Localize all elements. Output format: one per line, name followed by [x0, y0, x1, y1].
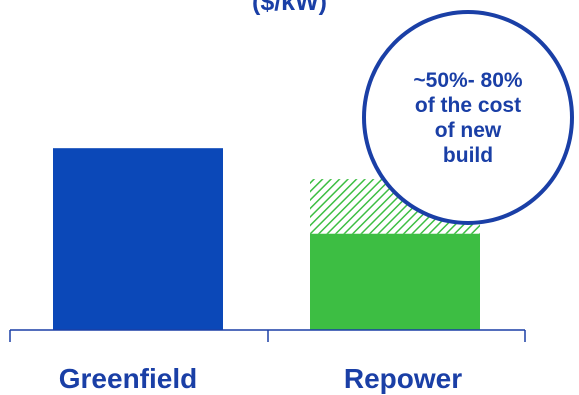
category-label-repower: Repower — [344, 363, 462, 394]
cost-callout-bubble: ~50%- 80% of the cost of new build — [362, 10, 574, 225]
chart-title: ($/kW) — [252, 0, 327, 16]
category-label-greenfield: Greenfield — [59, 363, 197, 394]
bar-greenfield — [53, 148, 223, 330]
callout-text: ~50%- 80% of the cost of new build — [413, 68, 523, 167]
bar-repower-solid — [310, 233, 480, 330]
